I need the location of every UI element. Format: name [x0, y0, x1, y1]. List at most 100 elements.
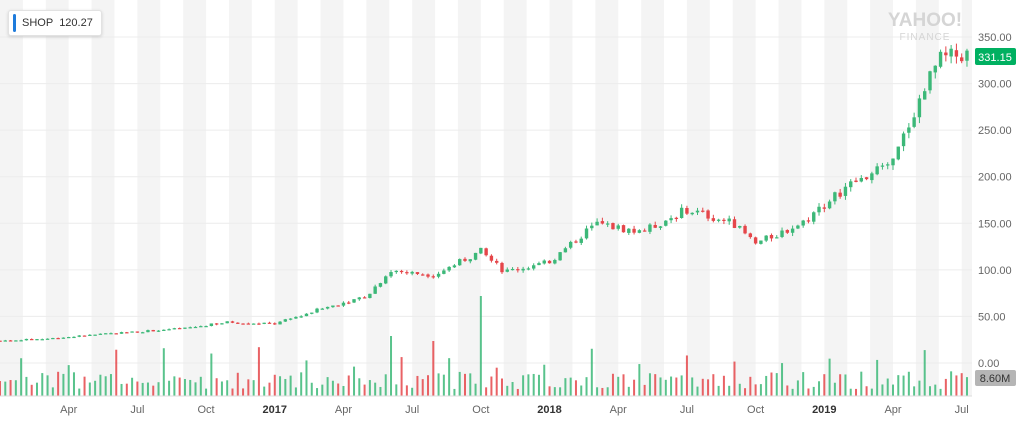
candle-body [204, 326, 208, 328]
candle-body [463, 258, 467, 261]
volume-bar [136, 381, 139, 396]
candle-body [347, 302, 351, 304]
volume-bar [405, 385, 408, 396]
volume-bar [928, 386, 931, 396]
candle-body [405, 272, 409, 274]
candle-body [389, 272, 393, 277]
candle-body [251, 323, 256, 325]
volume-bar [78, 388, 81, 396]
volume-bar [839, 374, 842, 396]
volume-bar [543, 364, 546, 396]
volume-bar [696, 386, 699, 396]
volume-bar [83, 376, 86, 396]
volume-bar [474, 383, 477, 396]
volume-bar [421, 379, 424, 396]
candle-body [125, 332, 129, 334]
volume-bar [242, 388, 245, 396]
month-band [549, 0, 573, 396]
candle-body [14, 340, 18, 342]
volume-bar [72, 372, 75, 396]
candle-body [664, 220, 668, 226]
volume-bar [46, 375, 49, 396]
volume-bar [337, 383, 340, 396]
candle-body [864, 177, 869, 180]
candle-body [701, 210, 705, 212]
volume-bar [569, 377, 572, 396]
price-badge: 331.15 [975, 48, 1016, 65]
volume-bar [157, 382, 160, 396]
candle-body [669, 218, 673, 221]
volume-bar [368, 380, 371, 396]
volume-bar [833, 382, 836, 396]
volume-bar [828, 358, 831, 396]
volume-bar [617, 376, 620, 396]
candle-body [547, 260, 552, 264]
volume-bar [633, 379, 636, 396]
candle-body [785, 230, 790, 233]
candle-body [933, 65, 937, 73]
volume-bar [611, 373, 614, 396]
month-band [366, 0, 390, 396]
candle-body [436, 273, 441, 277]
candle-body [870, 173, 874, 181]
volume-bar [707, 379, 710, 396]
x-tick-label: Oct [472, 404, 489, 416]
volume-bar [51, 387, 54, 396]
volume-bar [965, 377, 968, 396]
volume-bar [30, 384, 33, 396]
candle-body [241, 323, 245, 325]
candle-body [35, 339, 39, 341]
candle-body [183, 327, 187, 329]
volume-bar [321, 384, 324, 396]
volume-bar [14, 380, 17, 396]
candle-body [447, 266, 451, 271]
volume-bar [284, 378, 287, 396]
volume-bar [236, 372, 239, 396]
candle-body [642, 230, 647, 232]
candle-body [521, 268, 525, 271]
volume-bar [205, 388, 208, 396]
month-band [778, 0, 802, 396]
volume-bar [907, 371, 910, 396]
candle-body [66, 336, 71, 339]
candle-body [531, 265, 536, 269]
volume-bar [178, 377, 181, 396]
volume-bar [590, 348, 593, 396]
price-candles [0, 43, 969, 342]
candle-body [674, 217, 679, 219]
candle-body [426, 274, 430, 277]
x-tick-label: Jul [680, 404, 694, 416]
volume-bar [659, 377, 662, 396]
candle-body [748, 233, 753, 238]
volume-bar [268, 382, 271, 396]
volume-bar [511, 382, 514, 396]
y-tick-label: 0.00 [978, 358, 999, 370]
volume-bar [25, 376, 28, 396]
symbol-legend[interactable]: SHOP 120.27 [8, 10, 102, 36]
candle-body [214, 323, 219, 325]
candle-body [288, 318, 293, 320]
candle-body [806, 220, 811, 222]
volume-badge-bg [975, 370, 1016, 386]
month-band [412, 0, 436, 396]
month-bands [0, 0, 972, 396]
volume-bar [358, 378, 361, 396]
volume-bar [860, 371, 863, 396]
volume-bar [300, 372, 303, 396]
candle-body [901, 133, 906, 147]
volume-bar [770, 372, 773, 396]
candle-body [77, 335, 81, 337]
candle-body [595, 221, 599, 226]
candle-body [912, 117, 916, 127]
volume-bar [490, 376, 493, 396]
candle-body [262, 322, 266, 324]
candle-body [8, 340, 13, 342]
candle-body [394, 270, 399, 273]
candle-body [40, 339, 44, 341]
candle-body [516, 269, 520, 271]
month-band [503, 0, 527, 396]
volume-bar [395, 384, 398, 396]
candle-body [410, 271, 414, 274]
candle-body [484, 248, 488, 256]
